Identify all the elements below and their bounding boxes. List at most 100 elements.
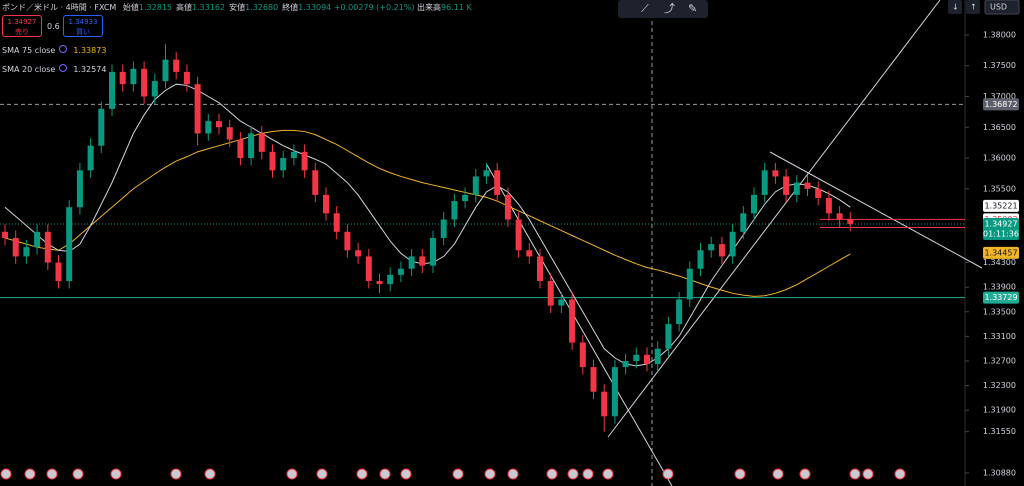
candle-body xyxy=(376,281,383,285)
candle-body xyxy=(494,170,501,195)
candle-body xyxy=(729,231,736,257)
candle-body xyxy=(183,71,190,85)
spread: 0.6 xyxy=(47,22,60,31)
candle-body xyxy=(537,256,543,282)
sell-label[interactable]: 売り xyxy=(15,28,29,36)
price-label-box xyxy=(983,98,1019,111)
candle-body xyxy=(847,219,854,224)
candle-body xyxy=(697,250,704,269)
candle-body xyxy=(558,299,565,306)
candle-body xyxy=(611,367,618,417)
y-tick-label: 1.32300 xyxy=(983,381,1016,390)
toolbar-icon[interactable]: ✎ xyxy=(688,2,697,15)
candle-body xyxy=(579,342,586,368)
volume-label: 出来高 xyxy=(417,3,442,12)
header: ポンド／米ドル · 4時間 · FXCM 始値1.32815 高値1.33162 安… xyxy=(2,2,472,13)
currency[interactable]: USD xyxy=(990,3,1007,12)
trendline xyxy=(769,151,983,269)
y-tick-label: 1.31900 xyxy=(983,406,1016,415)
y-tick-label: 1.32700 xyxy=(983,356,1016,365)
candle-body xyxy=(654,348,661,365)
event-flag xyxy=(356,468,368,480)
button[interactable] xyxy=(948,0,962,14)
candle-body xyxy=(569,299,576,343)
candle-body xyxy=(676,299,683,325)
event-flag xyxy=(400,468,412,480)
candle-body xyxy=(686,268,693,300)
y-tick-label: 1.38000 xyxy=(983,30,1016,39)
candle-body xyxy=(205,121,212,134)
candle-body xyxy=(66,207,73,282)
candle-body xyxy=(740,213,747,232)
candle-body xyxy=(622,360,629,368)
candle-body xyxy=(515,219,522,251)
last-price-box xyxy=(983,217,1019,240)
currency-button[interactable] xyxy=(984,0,1020,15)
event-flag xyxy=(72,468,84,480)
trendline xyxy=(607,0,941,438)
ohlc-label: 始値 xyxy=(122,3,139,12)
price-label: 1.34457 xyxy=(984,248,1017,257)
y-tick-label: 1.35500 xyxy=(983,184,1016,193)
candle-body xyxy=(504,194,511,220)
candle-body xyxy=(547,281,554,306)
candle-body xyxy=(312,170,319,195)
candle-body xyxy=(472,176,479,195)
sell-button[interactable]: 1.34927 売り xyxy=(2,15,42,37)
ohlc-label: 終値 xyxy=(282,3,299,12)
change: +0.00279 (+0.21%) xyxy=(333,3,415,12)
toolbar-icon[interactable]: ⟋ xyxy=(641,2,649,15)
candle-body xyxy=(451,201,458,220)
candle-body xyxy=(194,84,201,134)
ohlc: 始値1.32815 高値1.33162 安値1.32680 終値1.33094 xyxy=(119,3,331,12)
event-flag xyxy=(379,468,391,480)
ohlc-label: 高値 xyxy=(175,3,192,12)
candle-body xyxy=(804,182,811,189)
buy-price[interactable]: 1.34933 xyxy=(68,18,98,26)
button-icon[interactable]: ↑ xyxy=(970,3,977,12)
event-flag xyxy=(204,468,216,480)
candle-body xyxy=(237,139,244,159)
button[interactable] xyxy=(966,0,980,14)
event-flag xyxy=(507,468,519,480)
legend-name: SMA 75 close xyxy=(2,46,56,55)
candle-body xyxy=(98,108,105,146)
price-axis-bg xyxy=(965,0,1024,486)
candle-body xyxy=(323,194,329,214)
event-flag xyxy=(316,468,328,480)
legend-dot xyxy=(59,45,68,53)
candle-body xyxy=(772,170,779,177)
event-flag xyxy=(170,468,182,480)
sell-price[interactable]: 1.34927 xyxy=(7,18,37,26)
candle-body xyxy=(718,244,725,257)
candle-body xyxy=(44,231,51,263)
buy-label[interactable]: 買い xyxy=(76,28,90,36)
button-icon[interactable]: ↓ xyxy=(952,3,959,12)
candle-body xyxy=(836,213,843,220)
candle-body xyxy=(783,176,790,195)
candle-body xyxy=(365,256,372,282)
event-flag xyxy=(46,468,58,480)
trendlines xyxy=(486,0,983,486)
candle-body xyxy=(644,354,650,365)
toolbar-icon[interactable]: ⤴ xyxy=(664,1,675,15)
candle-body xyxy=(216,121,222,128)
candle-body xyxy=(162,59,169,82)
sma-line xyxy=(4,83,851,367)
event-flag xyxy=(546,468,558,480)
y-tick-label: 1.31550 xyxy=(983,427,1016,436)
volume-value: 96.11 K xyxy=(441,3,472,12)
candle-body xyxy=(301,151,308,171)
sma-line xyxy=(4,129,851,297)
candle-body xyxy=(109,71,115,109)
candle-body xyxy=(751,194,757,214)
candle-body xyxy=(280,158,287,171)
candle-body xyxy=(526,250,533,257)
buy-button[interactable]: 1.34933 買い xyxy=(63,15,103,37)
candle-body xyxy=(76,170,83,208)
event-flag xyxy=(602,468,614,480)
event-flag xyxy=(567,468,579,480)
y-tick-label: 1.36000 xyxy=(983,154,1016,163)
drawing-toolbar[interactable] xyxy=(618,0,708,18)
